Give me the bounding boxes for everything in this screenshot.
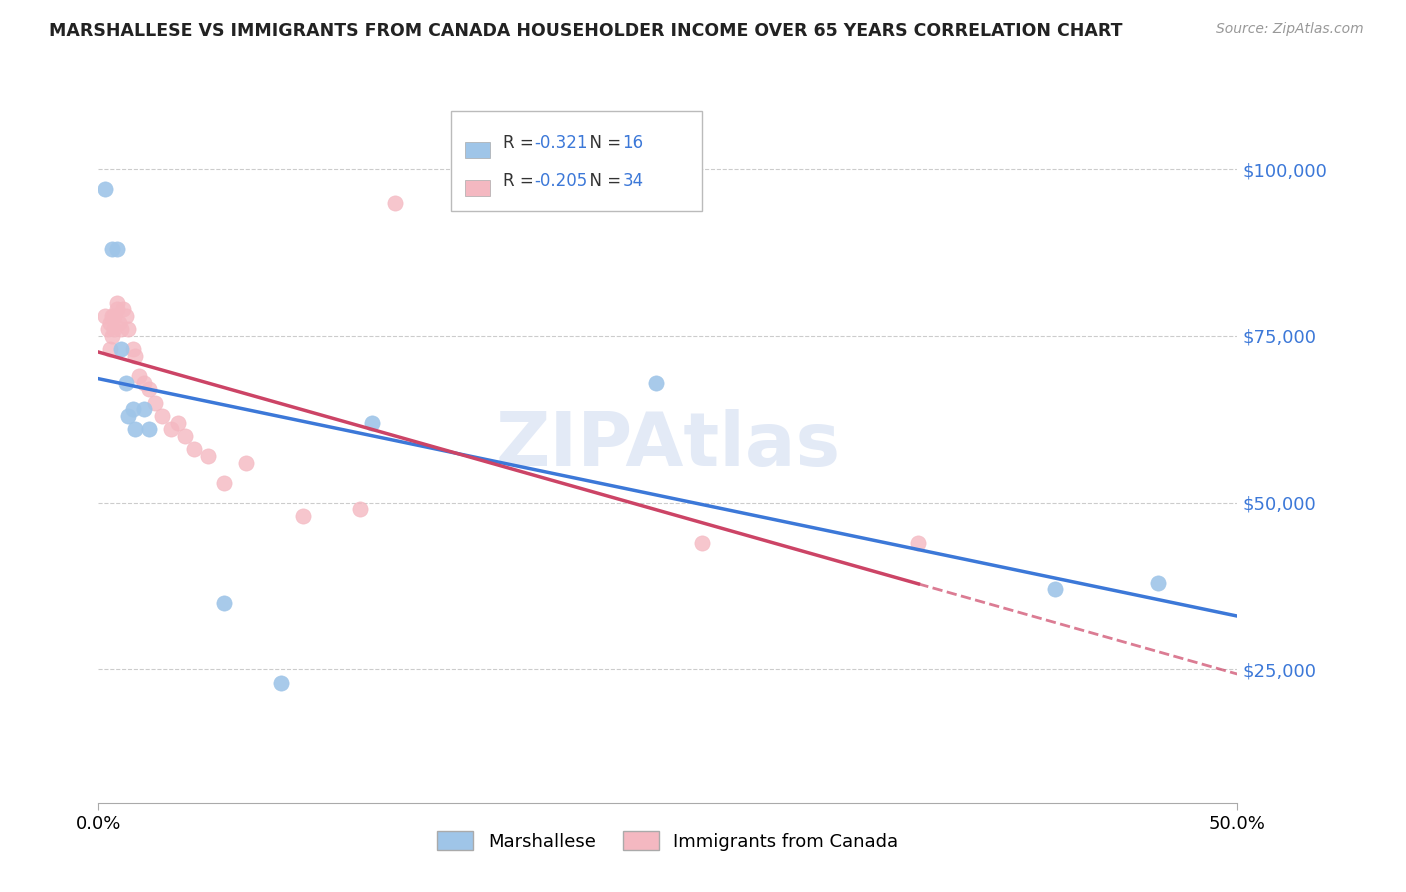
Text: R =: R = bbox=[503, 171, 538, 189]
Point bbox=[98, 343, 121, 357]
FancyBboxPatch shape bbox=[451, 111, 702, 211]
Point bbox=[96, 322, 118, 336]
Point bbox=[105, 295, 128, 310]
Point bbox=[94, 309, 117, 323]
Point bbox=[1146, 575, 1168, 590]
Bar bbox=[465, 180, 491, 195]
Point bbox=[101, 329, 124, 343]
Text: -0.205: -0.205 bbox=[534, 171, 588, 189]
Point bbox=[98, 316, 121, 330]
Point bbox=[349, 502, 371, 516]
Point bbox=[145, 395, 167, 409]
Point bbox=[150, 409, 173, 423]
Point bbox=[132, 402, 155, 417]
Point bbox=[117, 322, 139, 336]
Text: -0.321: -0.321 bbox=[534, 134, 588, 152]
Point bbox=[108, 316, 131, 330]
Point bbox=[1043, 582, 1066, 597]
Point bbox=[121, 343, 143, 357]
Point bbox=[292, 509, 315, 524]
Point bbox=[270, 675, 292, 690]
Point bbox=[138, 382, 160, 396]
Text: R =: R = bbox=[503, 134, 538, 152]
Point bbox=[112, 302, 135, 317]
Point bbox=[110, 322, 132, 336]
Point bbox=[121, 402, 143, 417]
Point bbox=[183, 442, 205, 457]
Text: N =: N = bbox=[579, 134, 627, 152]
Point bbox=[117, 409, 139, 423]
Point bbox=[114, 376, 136, 390]
Point bbox=[103, 309, 125, 323]
Legend: Marshallese, Immigrants from Canada: Marshallese, Immigrants from Canada bbox=[430, 824, 905, 858]
Point bbox=[105, 242, 128, 256]
Point bbox=[645, 376, 668, 390]
Text: 34: 34 bbox=[623, 171, 644, 189]
Point bbox=[101, 242, 124, 256]
Point bbox=[690, 535, 713, 549]
Point bbox=[94, 182, 117, 196]
Point bbox=[212, 475, 235, 490]
Point bbox=[138, 422, 160, 436]
Point bbox=[114, 309, 136, 323]
Point bbox=[132, 376, 155, 390]
Point bbox=[212, 596, 235, 610]
Point bbox=[360, 416, 382, 430]
Point bbox=[197, 449, 219, 463]
Text: N =: N = bbox=[579, 171, 627, 189]
Point bbox=[124, 422, 146, 436]
Text: MARSHALLESE VS IMMIGRANTS FROM CANADA HOUSEHOLDER INCOME OVER 65 YEARS CORRELATI: MARSHALLESE VS IMMIGRANTS FROM CANADA HO… bbox=[49, 22, 1123, 40]
Point bbox=[160, 422, 183, 436]
Text: Source: ZipAtlas.com: Source: ZipAtlas.com bbox=[1216, 22, 1364, 37]
Text: ZIPAtlas: ZIPAtlas bbox=[495, 409, 841, 483]
Point bbox=[384, 195, 406, 210]
Point bbox=[105, 302, 128, 317]
Point bbox=[174, 429, 197, 443]
Point bbox=[167, 416, 190, 430]
Point bbox=[235, 456, 257, 470]
Point bbox=[907, 535, 929, 549]
Point bbox=[103, 322, 125, 336]
Point bbox=[110, 343, 132, 357]
Text: 16: 16 bbox=[623, 134, 644, 152]
Point bbox=[124, 349, 146, 363]
Bar bbox=[465, 142, 491, 158]
Point bbox=[128, 368, 150, 383]
Point bbox=[101, 309, 124, 323]
